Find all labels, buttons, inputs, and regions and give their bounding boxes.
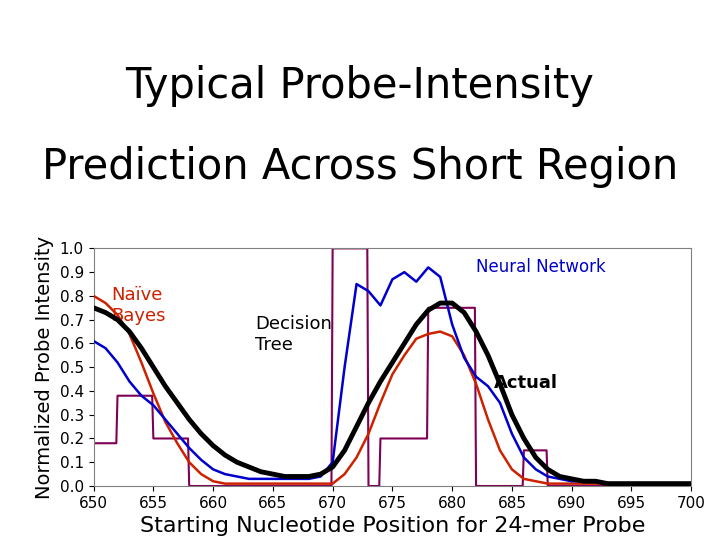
Text: Neural Network: Neural Network [476, 258, 606, 276]
Text: Decision
Tree: Decision Tree [255, 315, 332, 354]
Text: Typical Probe-Intensity: Typical Probe-Intensity [125, 65, 595, 107]
X-axis label: Starting Nucleotide Position for 24-mer Probe: Starting Nucleotide Position for 24-mer … [140, 516, 645, 536]
Text: Prediction Across Short Region: Prediction Across Short Region [42, 146, 678, 188]
Y-axis label: Normalized Probe Intensity: Normalized Probe Intensity [35, 235, 54, 499]
Text: Actual: Actual [494, 374, 558, 393]
Text: Naïve
Bayes: Naïve Bayes [112, 286, 166, 325]
